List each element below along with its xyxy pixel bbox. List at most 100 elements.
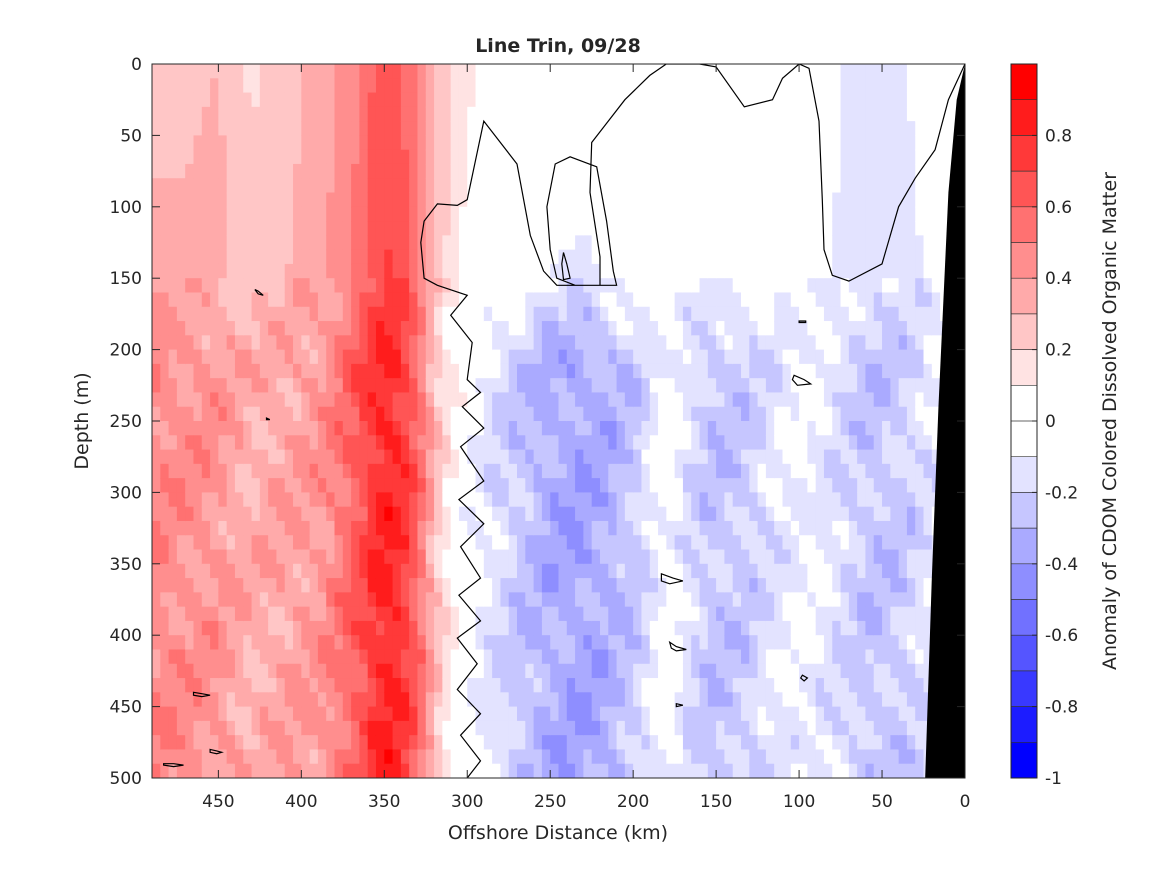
contour-cell: [409, 349, 419, 365]
contour-cell: [226, 649, 236, 665]
contour-cell: [699, 221, 709, 236]
contour-cell: [525, 406, 535, 422]
contour-cell: [301, 392, 311, 408]
contour-cell: [384, 221, 394, 236]
contour-cell: [658, 592, 667, 608]
contour-cell: [823, 620, 833, 636]
contour-cell: [757, 592, 767, 608]
contour-cell: [774, 492, 784, 508]
contour-cell: [857, 620, 867, 636]
contour-cell: [848, 549, 858, 565]
contour-cell: [293, 149, 302, 165]
contour-cell: [293, 121, 302, 136]
contour-cell: [450, 620, 460, 636]
contour-cell: [865, 763, 875, 778]
contour-cell: [500, 520, 510, 536]
contour-cell: [716, 635, 726, 651]
contour-cell: [707, 735, 717, 751]
contour-cell: [293, 335, 302, 351]
contour-cell: [757, 535, 767, 551]
contour-cell: [193, 649, 203, 665]
contour-cell: [790, 678, 800, 693]
contour-cell: [624, 692, 634, 708]
contour-cell: [716, 578, 726, 593]
contour-cell: [517, 635, 526, 651]
contour-cell: [218, 606, 228, 622]
contour-cell: [351, 121, 360, 136]
contour-cell: [691, 720, 701, 736]
contour-cell: [699, 763, 709, 778]
contour-cell: [334, 749, 344, 765]
contour-cell: [682, 335, 692, 351]
contour-cell: [699, 592, 709, 608]
contour-cell: [649, 606, 659, 622]
contour-cell: [749, 692, 759, 708]
contour-cell: [152, 549, 161, 565]
contour-cell: [591, 321, 601, 336]
contour-cell: [566, 763, 576, 778]
contour-cell: [790, 492, 800, 508]
contour-cell: [865, 649, 875, 665]
contour-cell: [193, 720, 203, 736]
contour-cell: [309, 349, 319, 365]
contour-cell: [890, 163, 900, 179]
contour-cell: [293, 763, 302, 778]
contour-cell: [633, 692, 643, 708]
contour-cell: [923, 435, 933, 451]
contour-cell: [251, 421, 261, 436]
contour-cell: [492, 706, 502, 722]
contour-cell: [500, 349, 510, 365]
contour-cell: [400, 206, 410, 222]
contour-cell: [201, 692, 211, 708]
contour-cell: [550, 678, 560, 693]
contour-cell: [624, 763, 634, 778]
contour-cell: [226, 692, 236, 708]
contour-cell: [301, 292, 311, 308]
contour-cell: [591, 78, 601, 94]
contour-cell: [434, 221, 443, 236]
contour-cell: [284, 392, 294, 408]
contour-cell: [326, 549, 336, 565]
contour-cell: [906, 535, 916, 551]
contour-cell: [832, 549, 842, 565]
contour-cell: [193, 592, 203, 608]
contour-cell: [334, 163, 344, 179]
contour-cell: [517, 663, 526, 679]
contour-cell: [342, 221, 352, 236]
contour-cell: [500, 620, 510, 636]
contour-cell: [309, 78, 319, 94]
contour-cell: [160, 263, 170, 279]
contour-cell: [185, 235, 195, 251]
contour-cell: [591, 263, 601, 279]
contour-cell: [558, 92, 568, 108]
contour-cell: [392, 506, 402, 522]
contour-cell: [848, 206, 858, 222]
contour-cell: [500, 492, 510, 508]
contour-cell: [699, 520, 709, 536]
contour-cell: [351, 449, 360, 465]
contour-cell: [666, 506, 676, 522]
contour-cell: [707, 392, 717, 408]
contour-cell: [176, 306, 186, 322]
contour-cell: [566, 649, 576, 665]
contour-cell: [832, 306, 842, 322]
contour-cell: [641, 506, 651, 522]
contour-cell: [400, 549, 410, 565]
contour-cell: [334, 578, 344, 593]
contour-cell: [575, 635, 584, 651]
contour-cell: [201, 506, 211, 522]
contour-cell: [624, 121, 634, 136]
contour-cell: [658, 306, 667, 322]
contour-cell: [691, 321, 701, 336]
contour-cell: [873, 192, 883, 208]
contour-cell: [259, 221, 269, 236]
contour-cell: [367, 64, 377, 79]
contour-cell: [425, 392, 435, 408]
contour-cell: [434, 592, 443, 608]
contour-cell: [550, 578, 560, 593]
contour-cell: [409, 321, 419, 336]
contour-cell: [799, 78, 808, 94]
contour-cell: [541, 121, 551, 136]
contour-cell: [848, 649, 858, 665]
contour-cell: [699, 64, 709, 79]
